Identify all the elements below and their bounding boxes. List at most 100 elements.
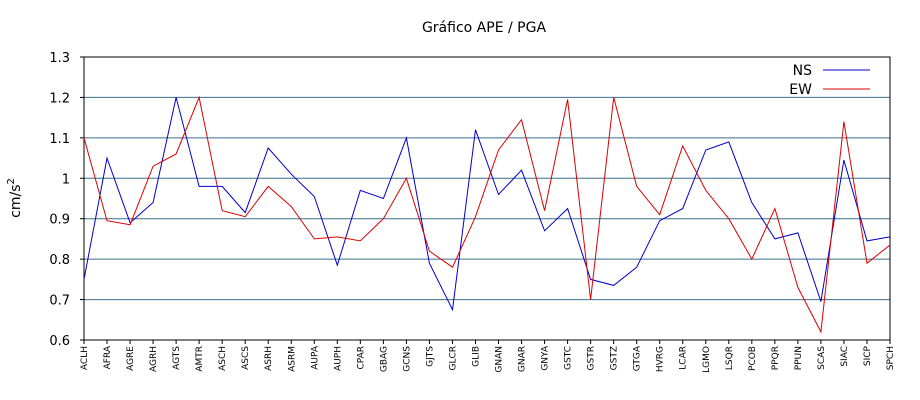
data-point-ns [612,284,614,286]
data-point-ew [520,118,522,120]
data-point-ew [359,240,361,242]
data-point-ew [751,258,753,260]
data-point-ns [566,207,568,209]
data-point-ns [290,173,292,175]
data-point-ns [451,308,453,310]
data-point-ns [659,220,661,222]
gridlines [84,96,890,301]
x-tick-label: SCAS [817,346,827,370]
x-tick-label: GSTZ [610,346,620,370]
data-point-ew [820,331,822,333]
data-point-ew [566,98,568,100]
x-tick-label: AGRH [149,346,159,372]
x-tick-label: GTGA [633,345,643,371]
data-point-ew [705,189,707,191]
x-tick-label: SIAC [840,346,850,367]
data-point-ns [774,238,776,240]
y-tick-label: 0.6 [49,334,70,349]
x-tick-label: LGMO [702,346,712,373]
x-axis-ticks: ACLH AFRA AGRE AGRH AGTS AMTR ASCH ASCS ASRH ASRM… [80,340,896,373]
x-tick-label: HVRG [656,346,666,372]
x-tick-label: ACLH [80,346,90,370]
data-point-ew [336,236,338,238]
y-tick-label: 1.2 [49,91,70,106]
data-point-ns [820,300,822,302]
data-point-ew [774,207,776,209]
data-point-ew [612,96,614,98]
series-line-ns [83,97,891,312]
data-point-ns [198,185,200,187]
data-point-ns [175,96,177,98]
data-point-ew [382,218,384,220]
x-tick-label: LCAR [679,346,689,370]
data-point-ew [83,137,85,139]
data-point-ns [751,201,753,203]
data-point-ew [797,286,799,288]
data-point-ew [129,224,131,226]
data-point-ns [589,278,591,280]
data-point-ns [889,236,891,238]
x-tick-label: GSTC [564,346,574,370]
x-tick-label: GNAR [518,346,528,372]
x-tick-label: ASRM [287,346,297,372]
x-tick-label: GNYA [541,345,551,371]
data-point-ns [682,207,684,209]
x-tick-label: ASRH [264,346,274,371]
data-point-ns [428,262,430,264]
data-point-ew [106,220,108,222]
y-axis-label-exponent: 2 [6,178,17,184]
x-tick-label: ASCH [218,346,228,371]
chart-title: Gráfico APE / PGA [422,20,546,36]
y-axis-label: cm/s2 [6,178,24,218]
x-tick-label: AMTR [195,346,205,372]
x-tick-label: GLCR [448,346,458,371]
data-point-ns [543,230,545,232]
y-tick-label: 1.3 [49,51,70,66]
legend-label-ns: NS [793,63,812,79]
data-point-ew [635,185,637,187]
data-point-ns [313,195,315,197]
data-point-ew [843,120,845,122]
data-point-ew [543,209,545,211]
data-point-ew [405,177,407,179]
data-point-ns [405,137,407,139]
data-point-ew [889,244,891,246]
legend: NS EW [789,63,870,98]
data-point-ns [267,147,269,149]
x-tick-label: GBAG [379,346,389,372]
data-point-ns [866,240,868,242]
y-tick-label: 0.7 [49,294,70,309]
x-tick-label: AUPH [333,346,343,371]
data-point-ew [290,205,292,207]
x-tick-label: CPAR [356,346,366,370]
y-axis-ticks: 0.6 0.7 0.8 0.9 1 1.1 1.2 1.3 [49,51,84,349]
data-point-ns [520,169,522,171]
data-point-ns [797,232,799,234]
data-point-ns [635,266,637,268]
legend-label-ew: EW [789,82,812,98]
series-line-ew [83,95,891,334]
data-point-ew [866,262,868,264]
x-tick-label: GCNS [402,346,412,372]
data-point-ns [336,264,338,266]
data-point-ew [682,145,684,147]
data-point-ew [497,149,499,151]
data-point-ns [152,201,154,203]
x-tick-label: SPCH [886,346,896,370]
data-point-ns [382,197,384,199]
y-tick-label: 0.9 [49,213,70,228]
data-point-ew [659,213,661,215]
data-point-ew [474,215,476,217]
data-point-ew [198,96,200,98]
x-tick-label: ASCS [241,346,251,370]
data-point-ns [106,157,108,159]
plot-area-frame [83,56,891,341]
y-tick-label: 1 [62,172,70,187]
data-point-ns [359,189,361,191]
data-point-ew [175,153,177,155]
x-tick-label: AGRE [126,346,136,371]
data-point-ns [83,278,85,280]
x-tick-label: LSQR [725,346,735,370]
y-tick-label: 0.8 [49,253,70,268]
